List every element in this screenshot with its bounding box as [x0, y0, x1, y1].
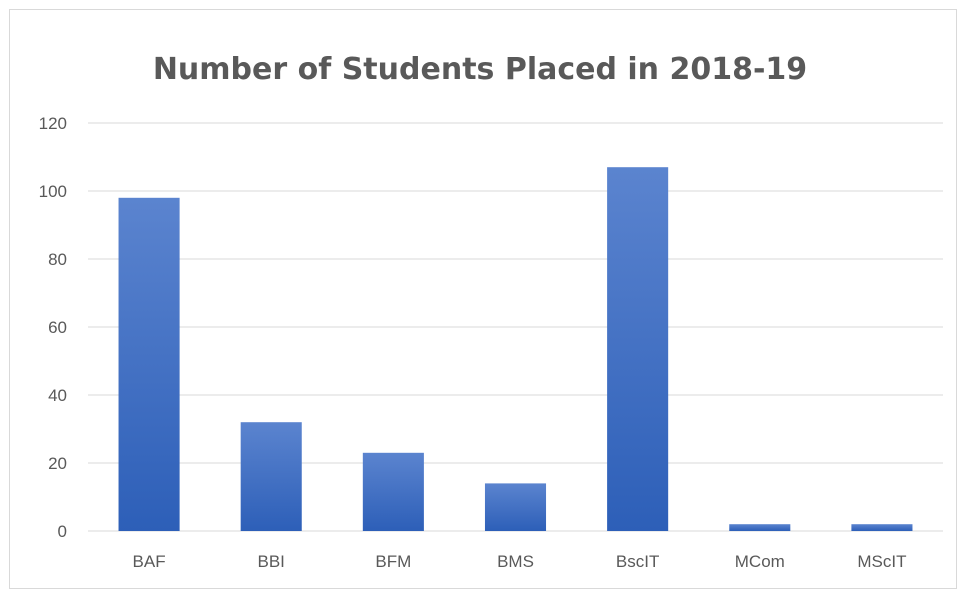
- bars: [118, 167, 913, 532]
- y-tick-label: 0: [58, 522, 67, 541]
- x-tick-label: BBI: [258, 552, 285, 571]
- bar-bms: [484, 483, 547, 531]
- y-tick-label: 40: [48, 386, 67, 405]
- y-tick-label: 60: [48, 318, 67, 337]
- bar-bscit: [607, 167, 669, 531]
- x-tick-label: BFM: [375, 552, 411, 571]
- bar-bfm: [362, 452, 424, 531]
- y-tick-label: 100: [39, 182, 67, 201]
- y-tick-label: 80: [48, 250, 67, 269]
- bar-mscit: [851, 524, 913, 531]
- gridlines: [88, 122, 943, 532]
- y-tick-label: 20: [48, 454, 67, 473]
- x-axis-ticks: BAF BBI BFM BMS BscIT MCom MScIT: [133, 552, 907, 571]
- x-tick-label: MCom: [735, 552, 785, 571]
- x-tick-label: BscIT: [616, 552, 659, 571]
- bar-bbi: [240, 422, 302, 531]
- y-axis-ticks: 0 20 40 60 80 100 120: [39, 114, 67, 541]
- x-tick-label: BMS: [497, 552, 534, 571]
- x-tick-label: MScIT: [857, 552, 906, 571]
- x-tick-label: BAF: [133, 552, 166, 571]
- chart-title: Number of Students Placed in 2018-19: [153, 52, 807, 87]
- bar-baf: [118, 197, 180, 532]
- bar-mcom: [729, 524, 791, 531]
- y-tick-label: 120: [39, 114, 67, 133]
